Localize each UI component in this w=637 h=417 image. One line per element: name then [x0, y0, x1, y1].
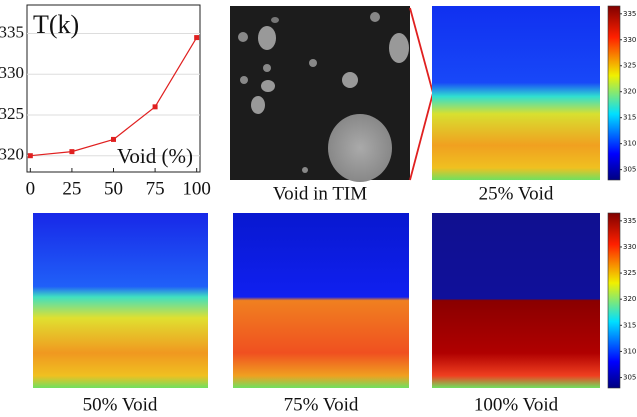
x-tick-label: 0: [26, 178, 36, 199]
x-axis-label: Void (%): [117, 144, 193, 168]
caption: 50% Void: [83, 394, 158, 415]
void-image: [230, 6, 410, 182]
colorbar-tick-label: 305: [623, 374, 636, 382]
y-tick-label: 320: [0, 145, 24, 164]
colorbar-tick-label: 320: [623, 88, 636, 96]
colorbar-tick-label: 320: [623, 295, 636, 303]
colorbar-tick-label: 335: [623, 217, 636, 225]
colorbar-tick-label: 330: [623, 36, 636, 44]
colorbar-tick-label: 305: [623, 166, 636, 174]
y-tick-label: 335: [0, 22, 24, 41]
colorbar-tick-label: 315: [623, 321, 636, 329]
colorbar-scale: [607, 212, 621, 389]
y-axis-label: T(k): [33, 10, 79, 39]
heatmap-25: [432, 6, 600, 180]
colorbar: 305 310 315 320 325 330 335: [607, 212, 636, 389]
x-tick-label: 75: [146, 178, 165, 199]
colorbar-tick-label: 335: [623, 10, 636, 18]
line-chart: 320 325 330 335 0 25 50 75 100 T(k) Void (%): [0, 4, 211, 199]
caption: 75% Void: [284, 394, 359, 415]
colorbar-tick-label: 325: [623, 269, 636, 277]
colorbar-tick-label: 310: [623, 347, 636, 355]
point: [27, 153, 33, 159]
colorbar: 305 310 315 320 325 330 335: [607, 5, 636, 181]
caption: 25% Void: [479, 183, 554, 204]
point: [152, 104, 158, 110]
point: [111, 136, 116, 142]
x-tick-label: 50: [104, 178, 123, 199]
caption: 100% Void: [474, 394, 559, 415]
x-tick-label: 25: [62, 178, 81, 199]
image-caption: Void in TIM: [273, 183, 367, 204]
x-tick-label: 100: [182, 178, 211, 199]
colorbar-tick-label: 330: [623, 243, 636, 251]
heatmap-50: [33, 213, 208, 388]
y-tick-label: 330: [0, 63, 24, 82]
colorbar-tick-label: 325: [623, 62, 636, 70]
colorbar-tick-label: 315: [623, 114, 636, 122]
y-tick-label: 325: [0, 104, 24, 123]
heatmap-100: [432, 213, 600, 388]
point: [69, 149, 75, 155]
colorbar-scale: [607, 5, 621, 181]
point: [194, 35, 200, 41]
heatmap-75: [233, 213, 409, 388]
colorbar-tick-label: 310: [623, 140, 636, 148]
